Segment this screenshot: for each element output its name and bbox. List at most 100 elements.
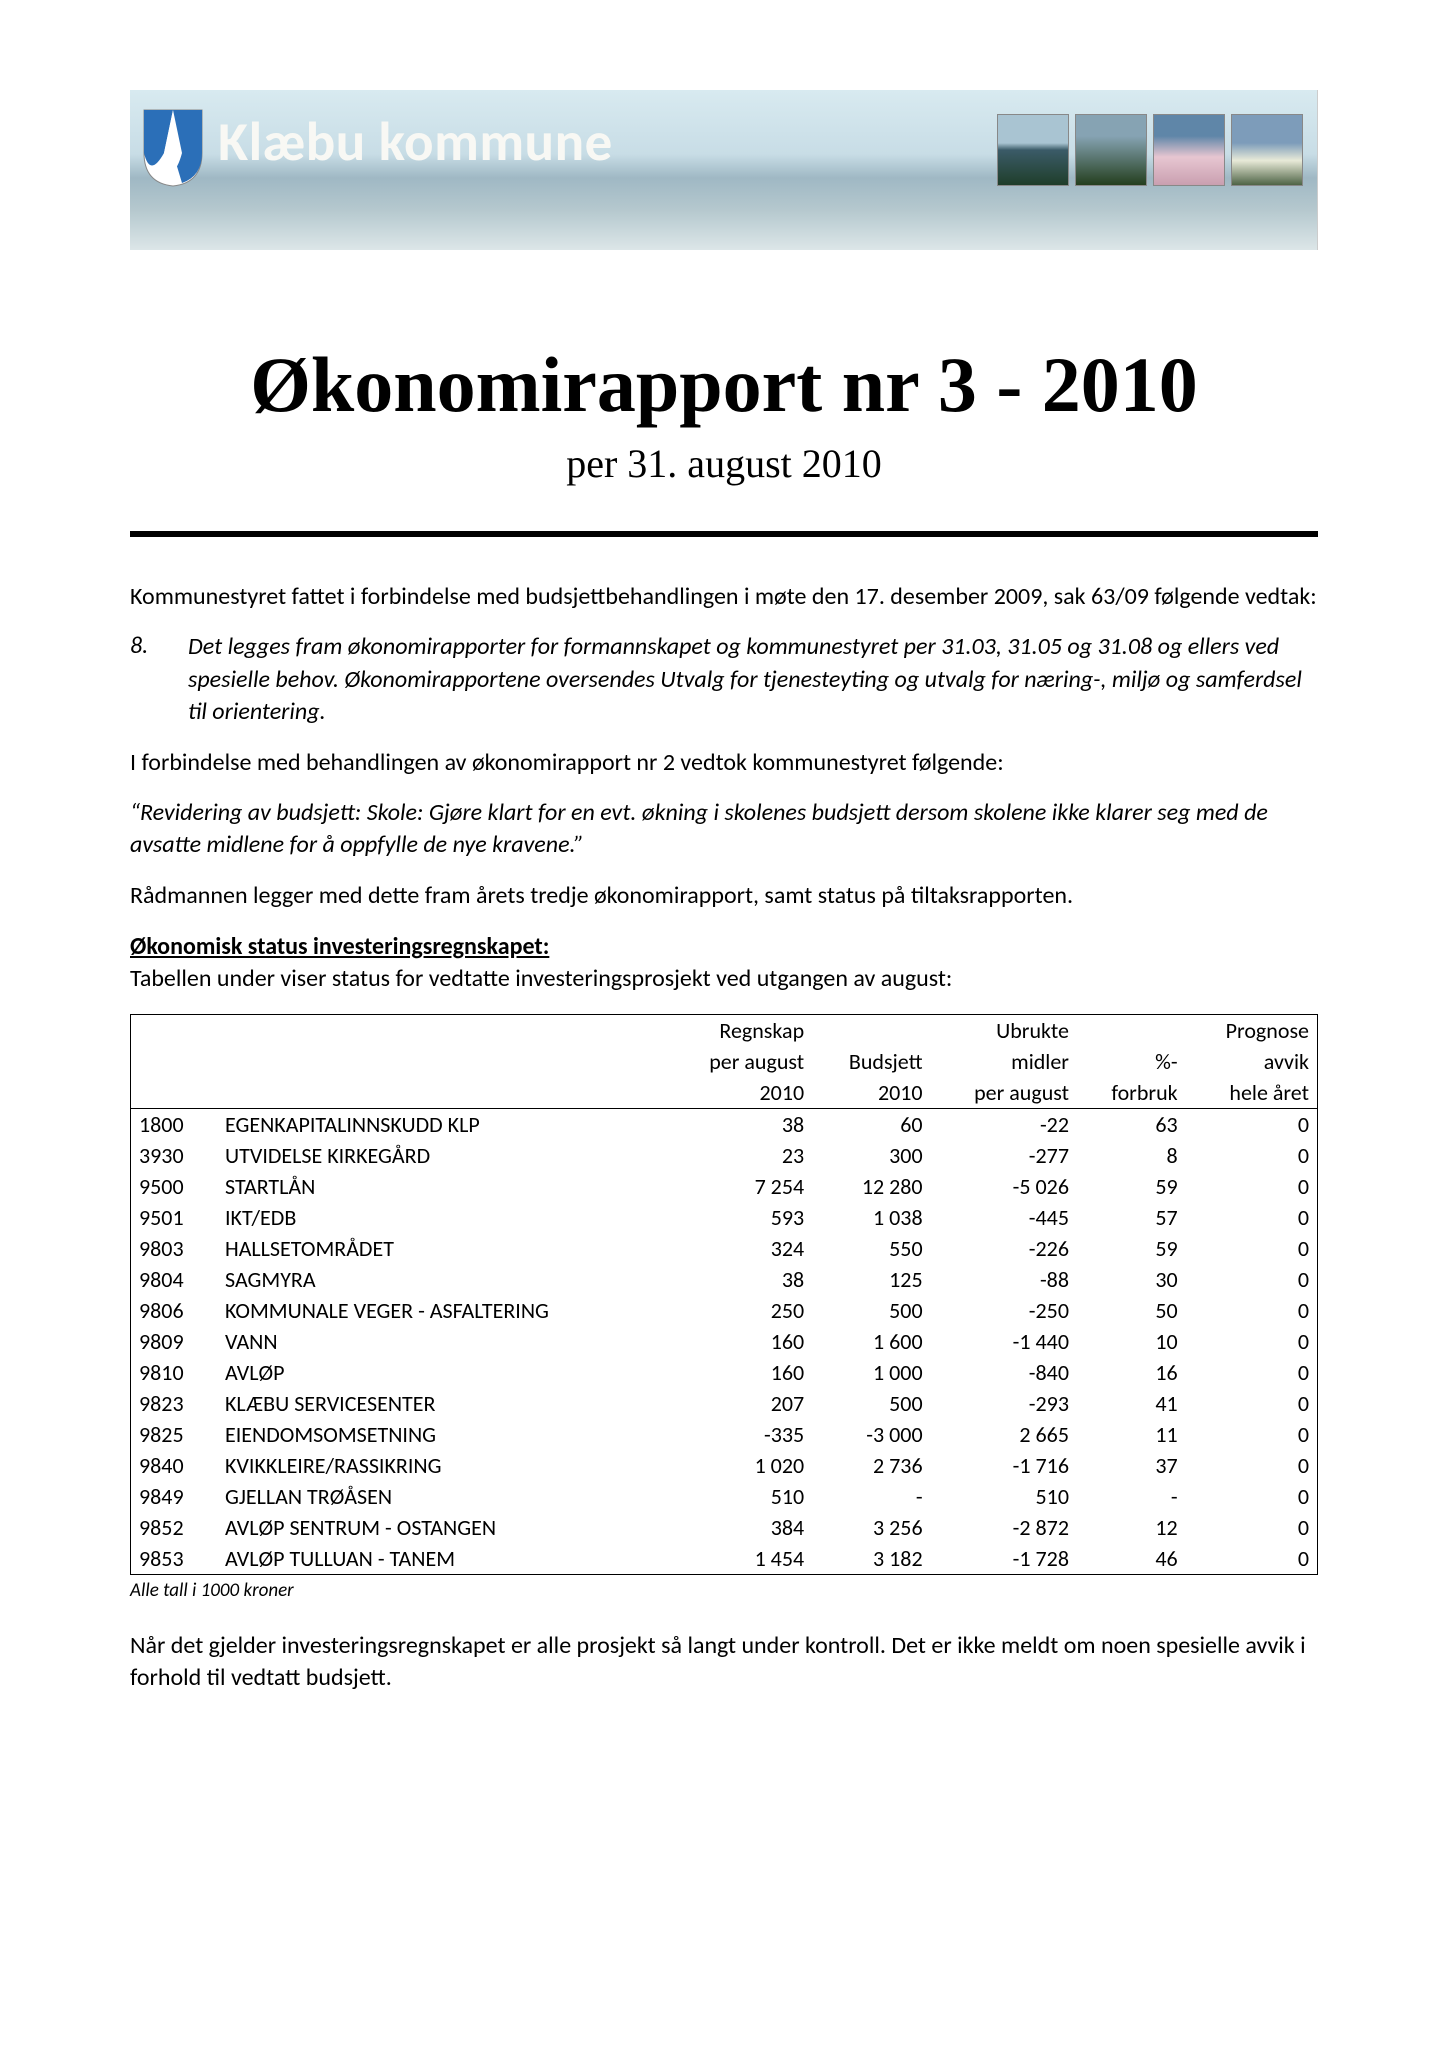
table-row: 9849GJELLAN TRØÅSEN510-510-0 xyxy=(131,1481,1318,1512)
cell-prognose: 0 xyxy=(1186,1419,1318,1450)
cell-regnskap: 250 xyxy=(666,1295,812,1326)
cell-forbruk: 11 xyxy=(1077,1419,1186,1450)
cell-name: AVLØP xyxy=(217,1357,666,1388)
cell-prognose: 0 xyxy=(1186,1233,1318,1264)
cell-budsjett: - xyxy=(812,1481,930,1512)
cell-regnskap: 160 xyxy=(666,1326,812,1357)
cell-code: 9809 xyxy=(131,1326,218,1357)
cell-name: KOMMUNALE VEGER - ASFALTERING xyxy=(217,1295,666,1326)
cell-name: HALLSETOMRÅDET xyxy=(217,1233,666,1264)
cell-forbruk: 57 xyxy=(1077,1202,1186,1233)
cell-forbruk: 63 xyxy=(1077,1108,1186,1140)
item-text: Det legges fram økonomirapporter for for… xyxy=(188,631,1318,728)
cell-name: IKT/EDB xyxy=(217,1202,666,1233)
cell-ubrukte: -1 716 xyxy=(931,1450,1077,1481)
cell-code: 9806 xyxy=(131,1295,218,1326)
cell-budsjett: 500 xyxy=(812,1388,930,1419)
th-2010b: 2010 xyxy=(812,1077,930,1109)
divider xyxy=(130,531,1318,537)
banner-thumbnails xyxy=(997,114,1303,186)
cell-name: EGENKAPITALINNSKUDD KLP xyxy=(217,1108,666,1140)
cell-code: 1800 xyxy=(131,1108,218,1140)
cell-prognose: 0 xyxy=(1186,1264,1318,1295)
cell-prognose: 0 xyxy=(1186,1388,1318,1419)
cell-regnskap: 7 254 xyxy=(666,1171,812,1202)
th-per-august2: per august xyxy=(931,1077,1077,1109)
cell-ubrukte: -2 872 xyxy=(931,1512,1077,1543)
cell-prognose: 0 xyxy=(1186,1450,1318,1481)
cell-budsjett: 3 182 xyxy=(812,1543,930,1575)
cell-regnskap: 207 xyxy=(666,1388,812,1419)
cell-ubrukte: -840 xyxy=(931,1357,1077,1388)
cell-forbruk: 59 xyxy=(1077,1233,1186,1264)
thumb-1 xyxy=(997,114,1069,186)
cell-code: 3930 xyxy=(131,1140,218,1171)
cell-code: 9825 xyxy=(131,1419,218,1450)
cell-forbruk: 10 xyxy=(1077,1326,1186,1357)
cell-budsjett: 3 256 xyxy=(812,1512,930,1543)
quote-paragraph: “Revidering av budsjett: Skole: Gjøre kl… xyxy=(130,797,1318,862)
cell-ubrukte: -445 xyxy=(931,1202,1077,1233)
investment-table: Regnskap Ubrukte Prognose per august Bud… xyxy=(130,1014,1318,1575)
cell-budsjett: 1 038 xyxy=(812,1202,930,1233)
cell-name: KLÆBU SERVICESENTER xyxy=(217,1388,666,1419)
table-row: 9823KLÆBU SERVICESENTER207500-293410 xyxy=(131,1388,1318,1419)
cell-regnskap: 384 xyxy=(666,1512,812,1543)
cell-ubrukte: -277 xyxy=(931,1140,1077,1171)
cell-regnskap: -335 xyxy=(666,1419,812,1450)
vedtak-item: 8. Det legges fram økonomirapporter for … xyxy=(130,631,1318,728)
cell-prognose: 0 xyxy=(1186,1481,1318,1512)
cell-name: GJELLAN TRØÅSEN xyxy=(217,1481,666,1512)
table-row: 9825EIENDOMSOMSETNING-335-3 0002 665110 xyxy=(131,1419,1318,1450)
paragraph-2: I forbindelse med behandlingen av økonom… xyxy=(130,747,1318,779)
table-body: 1800EGENKAPITALINNSKUDD KLP3860-22630393… xyxy=(131,1108,1318,1574)
cell-forbruk: - xyxy=(1077,1481,1186,1512)
th-hele-aret: hele året xyxy=(1186,1077,1318,1109)
table-row: 1800EGENKAPITALINNSKUDD KLP3860-22630 xyxy=(131,1108,1318,1140)
cell-budsjett: 550 xyxy=(812,1233,930,1264)
cell-forbruk: 37 xyxy=(1077,1450,1186,1481)
th-midler: midler xyxy=(931,1046,1077,1077)
cell-forbruk: 8 xyxy=(1077,1140,1186,1171)
table-row: 9852AVLØP SENTRUM - OSTANGEN3843 256-2 8… xyxy=(131,1512,1318,1543)
table-footnote: Alle tall i 1000 kroner xyxy=(130,1579,1318,1602)
cell-prognose: 0 xyxy=(1186,1295,1318,1326)
cell-code: 9849 xyxy=(131,1481,218,1512)
cell-name: SAGMYRA xyxy=(217,1264,666,1295)
table-row: 9840KVIKKLEIRE/RASSIKRING1 0202 736-1 71… xyxy=(131,1450,1318,1481)
cell-budsjett: 1 600 xyxy=(812,1326,930,1357)
cell-budsjett: -3 000 xyxy=(812,1419,930,1450)
cell-prognose: 0 xyxy=(1186,1512,1318,1543)
cell-budsjett: 1 000 xyxy=(812,1357,930,1388)
th-per-august: per august xyxy=(666,1046,812,1077)
th-forbruk: forbruk xyxy=(1077,1077,1186,1109)
cell-name: KVIKKLEIRE/RASSIKRING xyxy=(217,1450,666,1481)
cell-prognose: 0 xyxy=(1186,1543,1318,1575)
cell-ubrukte: 510 xyxy=(931,1481,1077,1512)
th-prognose: Prognose xyxy=(1186,1014,1318,1046)
cell-code: 9853 xyxy=(131,1543,218,1575)
cell-regnskap: 38 xyxy=(666,1264,812,1295)
cell-regnskap: 38 xyxy=(666,1108,812,1140)
cell-ubrukte: -293 xyxy=(931,1388,1077,1419)
cell-ubrukte: -5 026 xyxy=(931,1171,1077,1202)
intro-paragraph: Kommunestyret fattet i forbindelse med b… xyxy=(130,581,1318,613)
page-subtitle: per 31. august 2010 xyxy=(130,440,1318,487)
paragraph-3: Rådmannen legger med dette fram årets tr… xyxy=(130,880,1318,912)
table-row: 9500STARTLÅN7 25412 280-5 026590 xyxy=(131,1171,1318,1202)
th-regnskap: Regnskap xyxy=(666,1014,812,1046)
table-row: 9803HALLSETOMRÅDET324550-226590 xyxy=(131,1233,1318,1264)
cell-name: STARTLÅN xyxy=(217,1171,666,1202)
cell-code: 9501 xyxy=(131,1202,218,1233)
cell-budsjett: 500 xyxy=(812,1295,930,1326)
item-number: 8. xyxy=(130,631,188,728)
cell-code: 9823 xyxy=(131,1388,218,1419)
thumb-4 xyxy=(1231,114,1303,186)
cell-ubrukte: -22 xyxy=(931,1108,1077,1140)
cell-code: 9810 xyxy=(131,1357,218,1388)
cell-forbruk: 30 xyxy=(1077,1264,1186,1295)
table-row: 9853AVLØP TULLUAN - TANEM1 4543 182-1 72… xyxy=(131,1543,1318,1575)
cell-ubrukte: -1 728 xyxy=(931,1543,1077,1575)
page-title: Økonomirapport nr 3 - 2010 xyxy=(130,340,1318,430)
thumb-3 xyxy=(1153,114,1225,186)
